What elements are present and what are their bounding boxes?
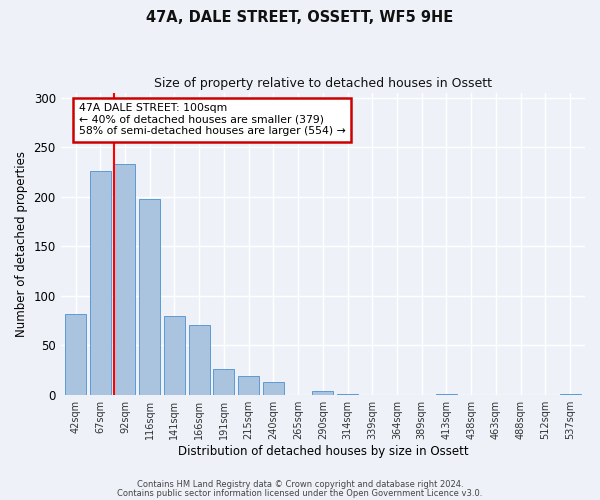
Bar <box>214 369 235 394</box>
Y-axis label: Number of detached properties: Number of detached properties <box>15 151 28 337</box>
Bar <box>238 376 259 394</box>
Text: Contains public sector information licensed under the Open Government Licence v3: Contains public sector information licen… <box>118 490 482 498</box>
Bar <box>263 382 284 394</box>
Bar <box>313 391 334 394</box>
Text: Contains HM Land Registry data © Crown copyright and database right 2024.: Contains HM Land Registry data © Crown c… <box>137 480 463 489</box>
Bar <box>139 199 160 394</box>
X-axis label: Distribution of detached houses by size in Ossett: Distribution of detached houses by size … <box>178 444 468 458</box>
Bar <box>65 314 86 394</box>
Text: 47A DALE STREET: 100sqm
← 40% of detached houses are smaller (379)
58% of semi-d: 47A DALE STREET: 100sqm ← 40% of detache… <box>79 103 346 136</box>
Bar <box>164 316 185 394</box>
Title: Size of property relative to detached houses in Ossett: Size of property relative to detached ho… <box>154 78 492 90</box>
Bar <box>188 326 209 394</box>
Bar <box>115 164 136 394</box>
Text: 47A, DALE STREET, OSSETT, WF5 9HE: 47A, DALE STREET, OSSETT, WF5 9HE <box>146 10 454 25</box>
Bar <box>90 171 111 394</box>
